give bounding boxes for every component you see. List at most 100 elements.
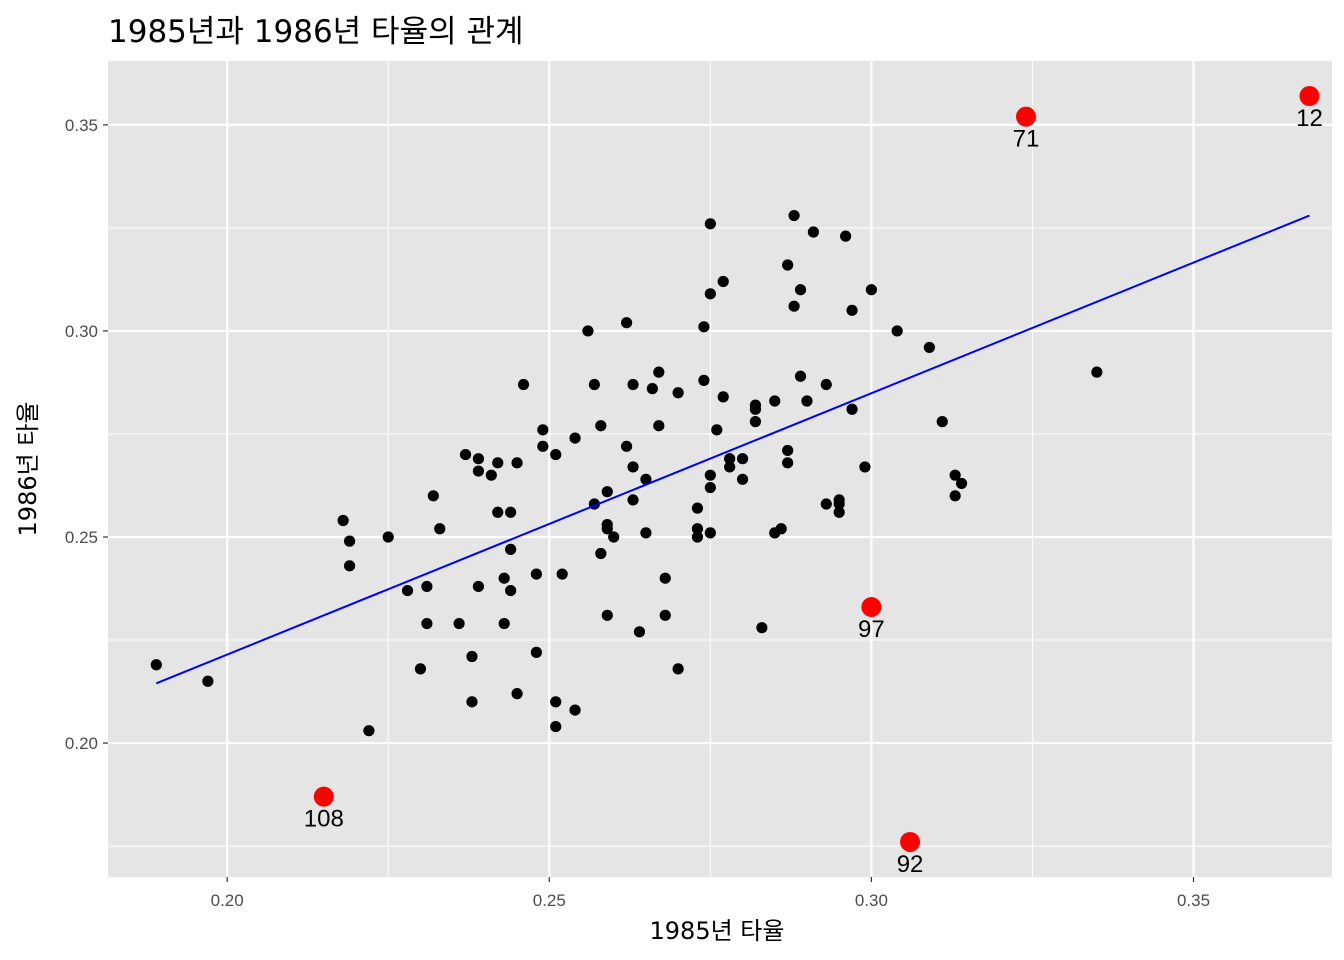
data-point bbox=[891, 325, 903, 337]
data-point bbox=[472, 580, 485, 593]
highlight-label: 12 bbox=[1296, 105, 1323, 132]
data-point bbox=[608, 531, 620, 543]
data-point bbox=[595, 547, 607, 560]
data-point bbox=[466, 696, 478, 708]
data-point bbox=[782, 457, 794, 469]
data-point bbox=[459, 448, 472, 461]
highlight-point bbox=[1016, 106, 1036, 127]
data-point bbox=[949, 469, 961, 481]
highlighted-points: 71 12 97 108 92 bbox=[304, 86, 1323, 878]
data-point bbox=[659, 572, 671, 584]
data-point bbox=[382, 531, 394, 543]
data-point bbox=[859, 461, 871, 473]
data-point bbox=[949, 490, 961, 502]
data-point bbox=[749, 403, 762, 415]
data-point bbox=[421, 617, 433, 630]
data-point bbox=[691, 531, 704, 543]
data-point bbox=[601, 523, 613, 535]
data-point bbox=[427, 490, 439, 502]
data-point bbox=[530, 568, 543, 580]
data-point bbox=[588, 378, 600, 391]
data-point bbox=[1091, 366, 1103, 378]
highlight-point bbox=[861, 597, 882, 618]
x-tick-label: 0.25 bbox=[533, 891, 566, 910]
data-point bbox=[846, 403, 858, 415]
data-point bbox=[698, 374, 710, 386]
highlight-label: 108 bbox=[304, 806, 344, 833]
data-point bbox=[343, 560, 356, 572]
data-point bbox=[498, 617, 510, 630]
data-point bbox=[724, 461, 736, 473]
data-point bbox=[698, 321, 710, 333]
data-point bbox=[633, 626, 646, 638]
x-tick-label: 0.30 bbox=[855, 891, 888, 910]
x-tick-label: 0.20 bbox=[211, 891, 244, 910]
y-axis-title: 1986년 타율 bbox=[14, 402, 42, 537]
data-point bbox=[620, 317, 633, 329]
data-point bbox=[601, 486, 613, 498]
grid-major bbox=[108, 61, 1332, 877]
data-point bbox=[582, 325, 594, 337]
highlight-point bbox=[313, 786, 334, 807]
data-point bbox=[782, 444, 794, 457]
data-point bbox=[807, 226, 820, 238]
data-point bbox=[466, 650, 478, 663]
data-point bbox=[505, 543, 517, 555]
data-point bbox=[672, 663, 684, 675]
data-point bbox=[511, 688, 523, 700]
highlight-label: 92 bbox=[897, 851, 924, 878]
data-point bbox=[517, 378, 530, 391]
data-point bbox=[691, 502, 704, 514]
data-point bbox=[401, 584, 414, 597]
data-point bbox=[833, 498, 845, 510]
data-point bbox=[653, 366, 665, 378]
data-points bbox=[150, 209, 1103, 737]
y-axis-ticks: 0.20 0.25 0.30 0.35 bbox=[65, 116, 108, 753]
data-point bbox=[453, 617, 465, 630]
data-point bbox=[434, 523, 446, 535]
data-point bbox=[569, 704, 581, 716]
data-point bbox=[505, 584, 517, 597]
data-point bbox=[505, 506, 517, 518]
data-point bbox=[936, 416, 948, 428]
data-point bbox=[846, 304, 858, 316]
data-point bbox=[498, 572, 510, 584]
data-point bbox=[530, 646, 543, 658]
data-point bbox=[704, 218, 716, 230]
data-point bbox=[601, 609, 613, 621]
data-point bbox=[736, 473, 749, 485]
x-tick-label: 0.35 bbox=[1177, 891, 1210, 910]
data-point bbox=[492, 506, 504, 518]
y-tick-label: 0.30 bbox=[65, 322, 98, 341]
data-point bbox=[717, 275, 729, 288]
data-point bbox=[659, 609, 671, 621]
data-point bbox=[788, 209, 800, 222]
data-point bbox=[717, 391, 729, 403]
data-point bbox=[511, 457, 523, 469]
data-point bbox=[788, 300, 800, 312]
data-point bbox=[736, 453, 749, 465]
plot-panel bbox=[108, 61, 1332, 877]
data-point bbox=[691, 523, 704, 535]
data-point bbox=[801, 395, 813, 407]
data-point bbox=[704, 481, 716, 494]
data-point bbox=[620, 440, 633, 452]
data-point bbox=[550, 720, 562, 733]
highlight-label: 97 bbox=[858, 616, 885, 643]
data-point bbox=[627, 461, 639, 473]
data-point bbox=[343, 535, 356, 547]
data-point bbox=[337, 514, 349, 527]
data-point bbox=[840, 230, 852, 242]
chart-title: 1985년과 1986년 타율의 관계 bbox=[108, 14, 524, 50]
data-point bbox=[627, 378, 639, 391]
highlight-point bbox=[1299, 86, 1320, 107]
data-point bbox=[627, 494, 639, 506]
data-point bbox=[640, 473, 652, 485]
data-point bbox=[646, 383, 658, 395]
data-point bbox=[414, 663, 427, 675]
data-point bbox=[537, 440, 549, 452]
highlight-label: 71 bbox=[1013, 126, 1040, 153]
data-point bbox=[595, 420, 607, 432]
x-axis-title: 1985년 타율 bbox=[650, 917, 785, 945]
regression-line bbox=[155, 214, 1310, 685]
